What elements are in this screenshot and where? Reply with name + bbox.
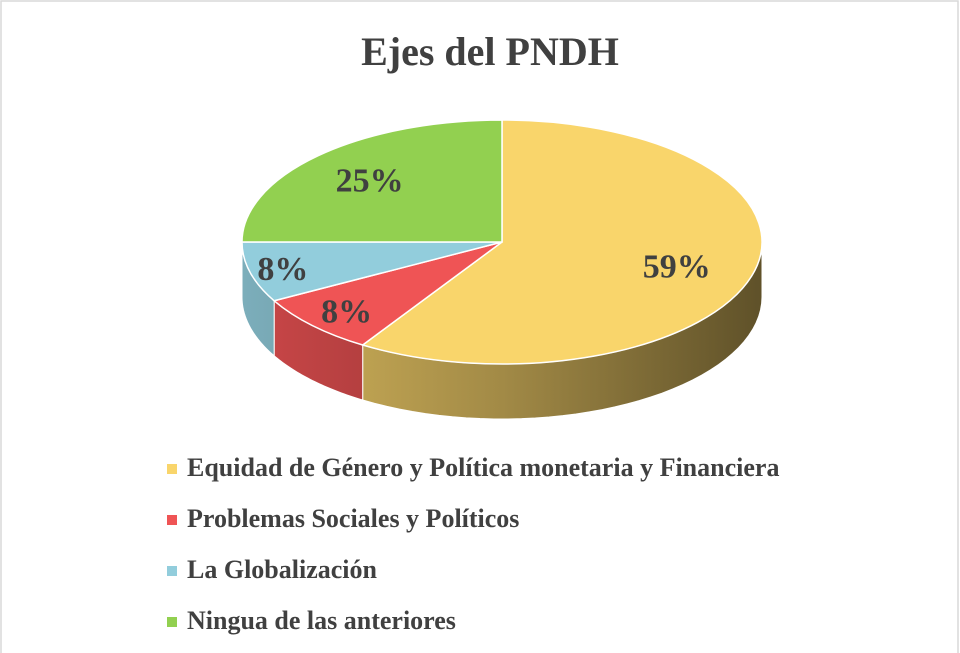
legend-marker bbox=[167, 515, 177, 525]
legend-label: La Globalización bbox=[187, 555, 378, 584]
data-label: 59% bbox=[643, 249, 711, 286]
data-label: 25% bbox=[336, 163, 404, 200]
data-label: 8% bbox=[257, 251, 308, 288]
data-label: 8% bbox=[321, 293, 372, 330]
slice bbox=[241, 241, 503, 302]
legend-marker bbox=[167, 464, 177, 474]
slice bbox=[361, 119, 763, 365]
legend-label: Equidad de Género y Política monetaria y… bbox=[187, 453, 779, 482]
legend-marker bbox=[167, 566, 177, 576]
legend-marker bbox=[167, 617, 177, 627]
chart-title: Ejes del PNDH bbox=[361, 29, 619, 74]
slice bbox=[272, 241, 503, 346]
legend-label: Problemas Sociales y Políticos bbox=[187, 504, 519, 533]
legend-label: Ningua de las anteriores bbox=[187, 606, 456, 635]
slice bbox=[241, 119, 503, 243]
